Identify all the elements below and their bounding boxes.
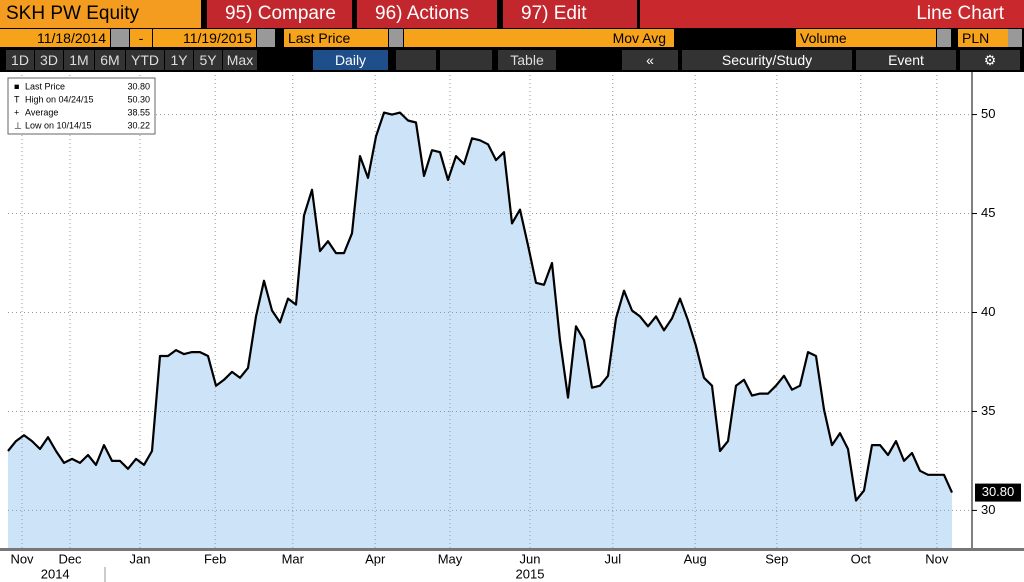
period-button[interactable]: YTD bbox=[126, 50, 164, 70]
edit-button[interactable]: 97) Edit bbox=[503, 0, 637, 28]
legend-label: High on 04/24/15 bbox=[25, 94, 94, 104]
dropdown-icon[interactable] bbox=[389, 29, 403, 47]
calendar-icon[interactable] bbox=[111, 29, 129, 47]
x-tick-label: Aug bbox=[684, 551, 707, 566]
adjust-button[interactable] bbox=[440, 50, 492, 70]
legend-label: Average bbox=[25, 107, 58, 117]
legend-value: 30.80 bbox=[127, 81, 150, 91]
line-style-button[interactable] bbox=[396, 50, 436, 70]
mov-avg[interactable]: Mov Avg bbox=[404, 29, 674, 47]
dropdown-icon[interactable] bbox=[1008, 29, 1022, 47]
legend-value: 38.55 bbox=[127, 107, 150, 117]
legend-value: 50.30 bbox=[127, 94, 150, 104]
x-tick-label: Nov bbox=[925, 551, 949, 566]
period-button[interactable]: 3D bbox=[35, 50, 63, 70]
back-button[interactable]: « bbox=[622, 50, 678, 70]
period-button[interactable]: 1M bbox=[64, 50, 94, 70]
legend-label: Low on 10/14/15 bbox=[25, 120, 92, 130]
y-tick-label: 40 bbox=[981, 304, 995, 319]
y-tick-label: 30 bbox=[981, 502, 995, 517]
x-tick-label: Apr bbox=[365, 551, 386, 566]
actions-button[interactable]: 96) Actions bbox=[357, 0, 497, 28]
x-tick-label: Sep bbox=[765, 551, 788, 566]
year-label: 2014 bbox=[41, 566, 70, 581]
last-price-box bbox=[975, 483, 1021, 502]
chart: 30 35 40 45 50 Nov Dec Jan Feb Mar Apr May Jun Jul Aug… bbox=[0, 72, 1024, 582]
x-tick-label: Oct bbox=[851, 551, 872, 566]
x-tick-label: Jan bbox=[130, 551, 151, 566]
legend-label: Last Price bbox=[25, 81, 65, 91]
calendar-icon[interactable] bbox=[257, 29, 275, 47]
compare-button[interactable]: 95) Compare bbox=[207, 0, 352, 28]
volume[interactable]: Volume bbox=[796, 29, 936, 47]
y-tick-label: 35 bbox=[981, 403, 995, 418]
field-select[interactable]: Last Price bbox=[284, 29, 388, 47]
table-button[interactable]: Table bbox=[498, 50, 556, 70]
x-tick-label: May bbox=[438, 551, 463, 566]
period-button[interactable]: 5Y bbox=[194, 50, 222, 70]
last-price-label: 30.80 bbox=[982, 484, 1015, 499]
chart-kind: Line Chart bbox=[640, 0, 1024, 28]
legend-symbol: ■ bbox=[14, 81, 19, 91]
legend-box bbox=[7, 77, 156, 135]
period-button[interactable]: 6M bbox=[95, 50, 125, 70]
settings-button[interactable]: ⚙ bbox=[960, 50, 1020, 70]
x-tick-label: Nov bbox=[10, 551, 34, 566]
year-label: 2015 bbox=[516, 566, 545, 581]
period-button[interactable]: 1D bbox=[6, 50, 34, 70]
start-date[interactable]: 11/18/2014 bbox=[0, 29, 110, 47]
legend: ■ Last Price 30.80 T High on 04/24/15 50.30 + A… bbox=[7, 77, 156, 135]
period-button[interactable]: 1Y bbox=[165, 50, 193, 70]
x-tick-label: Jul bbox=[604, 551, 621, 566]
legend-symbol: T bbox=[14, 94, 20, 104]
period-button[interactable]: Max bbox=[223, 50, 257, 70]
legend-symbol: ⊥ bbox=[14, 120, 22, 130]
x-tick-label: Jun bbox=[520, 551, 541, 566]
x-tick-label: Feb bbox=[204, 551, 226, 566]
area-fill bbox=[8, 112, 952, 548]
x-tick-label: Mar bbox=[282, 551, 305, 566]
y-tick-label: 50 bbox=[981, 106, 995, 121]
y-tick-label: 45 bbox=[981, 205, 995, 220]
security-study-button[interactable]: Security/Study bbox=[682, 50, 852, 70]
legend-symbol: + bbox=[14, 107, 19, 117]
frequency-button[interactable]: Daily bbox=[313, 50, 388, 70]
dropdown-icon[interactable] bbox=[937, 29, 951, 47]
legend-value: 30.22 bbox=[127, 120, 150, 130]
event-button[interactable]: Event bbox=[856, 50, 956, 70]
price-line bbox=[7, 111, 954, 502]
x-axis-band bbox=[0, 548, 1024, 551]
currency[interactable]: PLN bbox=[958, 29, 1008, 47]
end-date[interactable]: 11/19/2015 bbox=[153, 29, 256, 47]
date-dash: - bbox=[130, 29, 152, 47]
security-field[interactable]: SKH PW Equity bbox=[0, 0, 201, 28]
x-tick-label: Dec bbox=[58, 551, 82, 566]
